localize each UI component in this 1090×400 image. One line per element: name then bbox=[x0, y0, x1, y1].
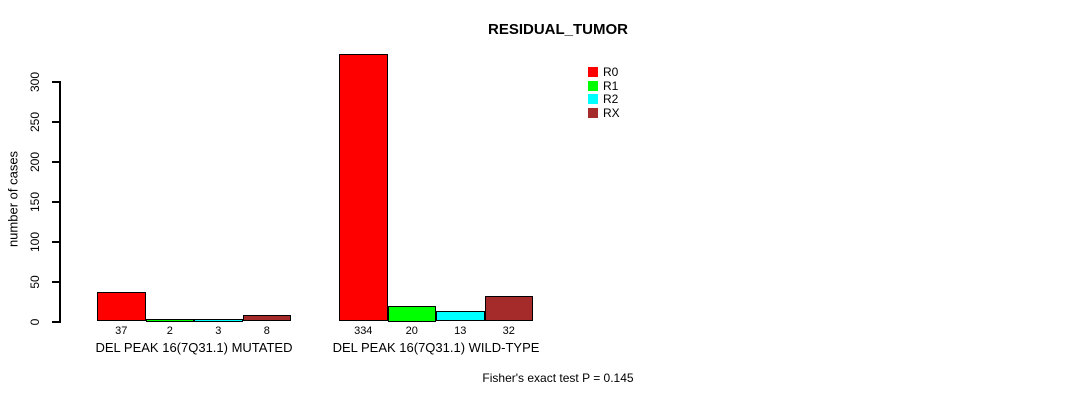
bar-r1 bbox=[387, 305, 436, 322]
bar-rx bbox=[484, 295, 533, 322]
y-tick bbox=[52, 120, 59, 123]
legend-swatch-r0 bbox=[588, 67, 598, 77]
legend-label-r2: R2 bbox=[603, 92, 619, 106]
bar-r2 bbox=[194, 318, 243, 322]
bar-count-label: 32 bbox=[502, 325, 515, 337]
chart-title: RESIDUAL_TUMOR bbox=[487, 21, 629, 38]
y-tick bbox=[52, 160, 59, 163]
bar-r1 bbox=[145, 318, 194, 322]
legend-swatch-rx bbox=[588, 107, 598, 118]
y-tick-label: 50 bbox=[28, 274, 42, 289]
bar-r0 bbox=[97, 291, 146, 322]
bar-r2 bbox=[436, 311, 485, 322]
fisher-test-annotation: Fisher's exact test P = 0.145 bbox=[482, 371, 634, 385]
bar-count-label: 8 bbox=[263, 325, 270, 337]
y-tick-label: 150 bbox=[28, 191, 42, 212]
bar-count-label: 20 bbox=[405, 325, 418, 337]
y-tick-label: 200 bbox=[28, 151, 42, 172]
x-category-label: DEL PEAK 16(7Q31.1) MUTATED bbox=[95, 340, 293, 355]
bar-count-label: 3 bbox=[215, 325, 222, 337]
bar-count-label: 334 bbox=[354, 325, 373, 337]
y-axis-title: number of cases bbox=[5, 150, 21, 248]
legend-label-r0: R0 bbox=[603, 65, 619, 79]
y-axis-line bbox=[59, 81, 61, 323]
bar-count-label: 13 bbox=[454, 325, 467, 337]
y-tick bbox=[52, 200, 59, 203]
bar-rx bbox=[242, 315, 291, 322]
x-category-label: DEL PEAK 16(7Q31.1) WILD-TYPE bbox=[332, 340, 540, 355]
y-tick bbox=[52, 320, 59, 323]
legend-swatch-r2 bbox=[588, 94, 598, 104]
legend-label-r1: R1 bbox=[603, 78, 619, 93]
y-tick-label: 100 bbox=[28, 231, 42, 252]
y-tick-label: 250 bbox=[28, 111, 42, 132]
y-tick-label: 0 bbox=[28, 318, 42, 325]
bar-count-label: 2 bbox=[166, 325, 173, 337]
y-tick bbox=[52, 240, 59, 243]
bar-r0 bbox=[339, 54, 388, 322]
legend-swatch-r1 bbox=[588, 80, 598, 91]
y-tick-label: 300 bbox=[28, 71, 42, 92]
legend-label-rx: RX bbox=[603, 105, 620, 120]
bar-count-label: 37 bbox=[115, 325, 128, 337]
y-tick bbox=[52, 280, 59, 283]
y-tick bbox=[52, 80, 59, 83]
